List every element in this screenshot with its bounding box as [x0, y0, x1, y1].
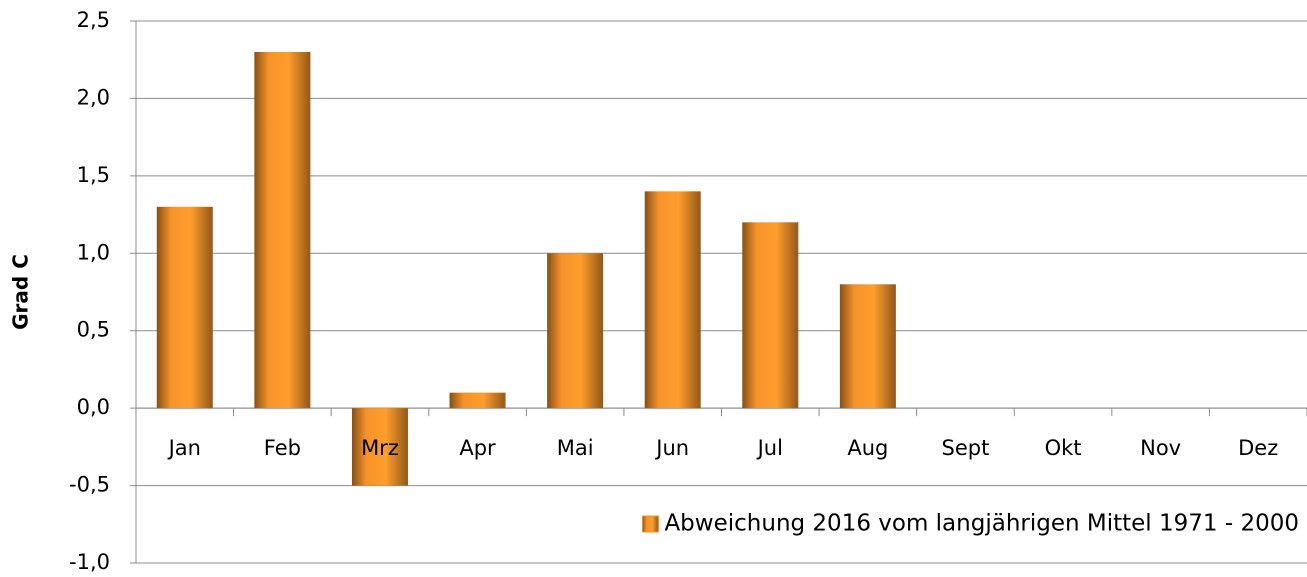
x-tick-label: Jan	[167, 436, 201, 460]
x-tick-label: Okt	[1045, 436, 1082, 460]
x-tick-label: Aug	[847, 436, 888, 460]
bar	[449, 392, 506, 409]
y-tick-label: 2,0	[77, 85, 110, 109]
x-tick-label: Mai	[557, 436, 594, 460]
x-tick-label: Feb	[264, 436, 301, 460]
x-tick-label: Jun	[654, 436, 689, 460]
y-tick-label: -0,5	[69, 473, 110, 497]
y-tick-label: 0,0	[77, 395, 110, 419]
bar	[644, 191, 701, 409]
bar	[254, 51, 311, 409]
x-tick-label: Mrz	[361, 436, 399, 460]
y-tick-label: 1,0	[77, 240, 110, 264]
y-tick-label: 2,5	[77, 8, 110, 32]
bar	[742, 222, 799, 409]
legend-marker	[641, 515, 659, 533]
x-tick-label: Jul	[756, 436, 783, 460]
bar	[547, 253, 604, 409]
bar	[351, 408, 408, 486]
legend-label: Abweichung 2016 vom langjährigen Mittel …	[664, 511, 1299, 537]
bar	[839, 284, 896, 409]
y-tick-label: 1,5	[77, 163, 110, 187]
x-tick-label: Dez	[1238, 436, 1278, 460]
x-tick-label: Sept	[942, 436, 990, 460]
x-tick-label: Nov	[1140, 436, 1181, 460]
y-tick-label: 0,5	[77, 318, 110, 342]
y-tick-label: -1,0	[69, 550, 110, 574]
x-tick-label: Apr	[459, 436, 496, 460]
y-axis-label: Grad C	[9, 254, 33, 330]
bar	[156, 206, 213, 409]
